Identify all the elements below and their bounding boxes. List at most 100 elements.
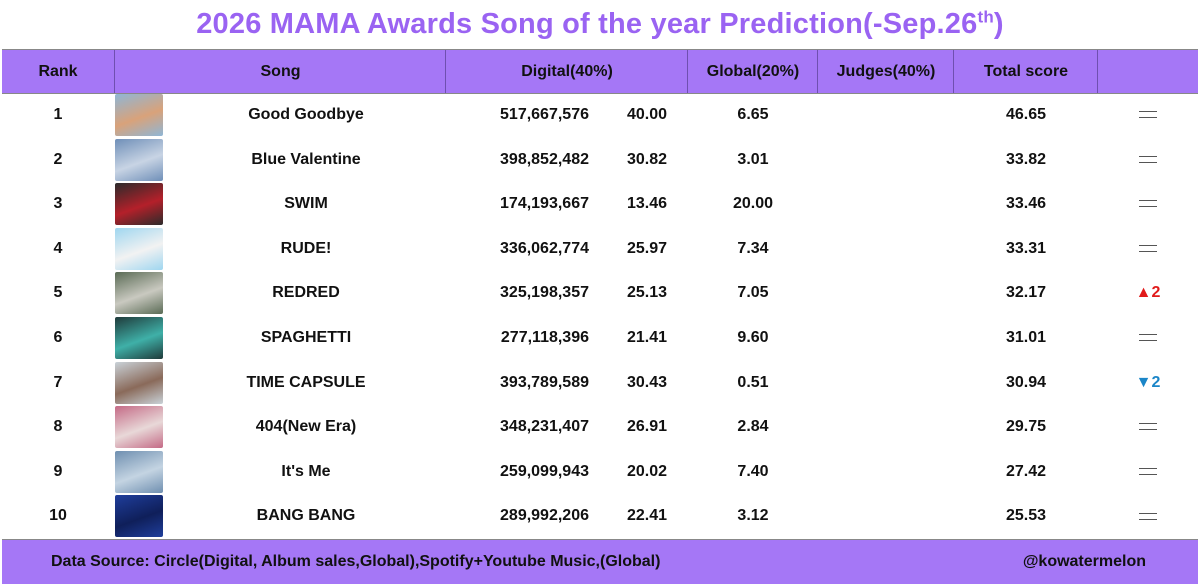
no-change-icon — [1139, 512, 1157, 520]
album-cover-image — [115, 272, 163, 315]
table-row: 6 SPAGHETTI 277,118,396 21.41 9.60 31.01 — [2, 316, 1198, 360]
no-change-icon — [1139, 200, 1157, 208]
album-cover-image — [115, 406, 163, 449]
total-score: 30.94 — [1005, 373, 1047, 391]
global-points: 9.60 — [737, 329, 769, 346]
header-rank: Rank — [38, 63, 78, 80]
total-score: 25.53 — [1005, 507, 1047, 525]
album-cover-image — [115, 317, 163, 359]
song-title: RUDE! — [280, 239, 332, 257]
album-cover-image — [115, 361, 163, 404]
rank-change — [1098, 227, 1198, 271]
global-points: 2.84 — [737, 418, 769, 436]
no-change-icon — [1139, 245, 1157, 253]
song-title: Good Goodbye — [248, 106, 364, 123]
rank-change — [1098, 450, 1198, 494]
digital-points: 21.41 — [626, 329, 667, 346]
global-points: 7.05 — [737, 284, 769, 302]
header-total: Total score — [953, 50, 1098, 93]
song-title: Blue Valentine — [251, 150, 361, 168]
judges-points — [818, 405, 954, 449]
rank-cell: 4 — [53, 239, 63, 257]
judges-points — [818, 271, 954, 315]
digital-count: 398,852,482 — [500, 150, 589, 168]
album-thumbnail — [115, 406, 163, 449]
digital-count: 336,062,774 — [500, 239, 589, 257]
song-title: It's Me — [281, 462, 331, 480]
album-cover-image — [115, 94, 163, 136]
digital-points: 22.41 — [626, 507, 667, 525]
rank-change — [1098, 182, 1198, 226]
song-title: SWIM — [284, 195, 328, 213]
digital-points: 20.02 — [626, 462, 667, 480]
total-score: 31.01 — [1005, 329, 1047, 346]
digital-count: 174,193,667 — [500, 195, 589, 213]
rank-cell: 5 — [53, 284, 63, 302]
judges-points — [818, 138, 954, 182]
digital-points: 13.46 — [626, 195, 667, 213]
header-digital: Digital(40%) — [445, 50, 688, 93]
no-change-icon — [1139, 111, 1157, 119]
no-change-icon — [1139, 334, 1157, 342]
rank-down-indicator: ▼2 — [1135, 373, 1161, 391]
digital-points: 40.00 — [626, 106, 667, 123]
table-row: 10 BANG BANG 289,992,206 22.41 3.12 25.53 — [2, 494, 1198, 538]
rank-cell: 9 — [53, 462, 63, 480]
no-change-icon — [1139, 468, 1157, 476]
global-points: 7.34 — [737, 239, 769, 257]
digital-points: 30.82 — [626, 150, 667, 168]
song-title: SPAGHETTI — [260, 329, 352, 346]
album-thumbnail — [115, 450, 163, 493]
rank-change: ▲2 — [1098, 271, 1198, 315]
total-score: 33.82 — [1005, 150, 1047, 168]
song-title: BANG BANG — [256, 507, 356, 525]
album-thumbnail — [115, 183, 163, 226]
author-handle: @kowatermelon — [1022, 553, 1146, 570]
total-score: 32.17 — [1005, 284, 1047, 302]
data-source-text: Data Source: Circle(Digital, Album sales… — [51, 553, 661, 570]
album-cover-image — [115, 450, 163, 493]
rank-cell: 6 — [53, 329, 63, 346]
rank-cell: 7 — [53, 373, 63, 391]
album-thumbnail — [115, 138, 163, 181]
rank-up-indicator: ▲2 — [1135, 284, 1161, 302]
album-thumbnail — [115, 94, 163, 136]
album-cover-image — [115, 227, 163, 270]
digital-count: 325,198,357 — [500, 284, 589, 302]
album-thumbnail — [115, 272, 163, 315]
table-row: 7 TIME CAPSULE 393,789,589 30.43 0.51 30.94 ▼2 — [2, 361, 1198, 405]
total-score: 33.31 — [1005, 239, 1047, 257]
song-title: REDRED — [272, 284, 340, 302]
table-row: 2 Blue Valentine 398,852,482 30.82 3.01 33.82 — [2, 138, 1198, 182]
digital-points: 25.13 — [626, 284, 667, 302]
global-points: 0.51 — [737, 373, 769, 391]
rank-cell: 2 — [53, 150, 63, 168]
global-points: 3.12 — [737, 507, 769, 525]
header-song: Song — [114, 50, 446, 93]
table-header: Rank Song Digital(40%) Global(20%) Judge… — [2, 49, 1198, 94]
judges-points — [818, 494, 954, 538]
digital-count: 289,992,206 — [500, 507, 589, 525]
rank-cell: 1 — [53, 106, 63, 123]
rank-cell: 8 — [53, 418, 63, 436]
judges-points — [818, 450, 954, 494]
digital-count: 348,231,407 — [500, 418, 589, 436]
digital-count: 393,789,589 — [500, 373, 589, 391]
global-points: 20.00 — [732, 195, 774, 213]
global-points: 3.01 — [737, 150, 769, 168]
table-row: 9 It's Me 259,099,943 20.02 7.40 27.42 — [2, 450, 1198, 494]
page-title: 2026 MAMA Awards Song of the year Predic… — [196, 7, 1004, 40]
total-score: 33.46 — [1005, 195, 1047, 213]
album-cover-image — [115, 138, 163, 181]
table-row: 1 Good Goodbye 517,667,576 40.00 6.65 46.65 — [2, 93, 1198, 137]
rank-cell: 10 — [49, 507, 67, 525]
total-score: 46.65 — [1005, 106, 1047, 123]
digital-points: 25.97 — [626, 239, 667, 257]
rank-change — [1098, 138, 1198, 182]
total-score: 27.42 — [1005, 462, 1047, 480]
judges-points — [818, 316, 954, 360]
judges-points — [818, 182, 954, 226]
rank-change — [1098, 316, 1198, 360]
footer: Data Source: Circle(Digital, Album sales… — [2, 539, 1198, 584]
global-points: 7.40 — [737, 462, 769, 480]
